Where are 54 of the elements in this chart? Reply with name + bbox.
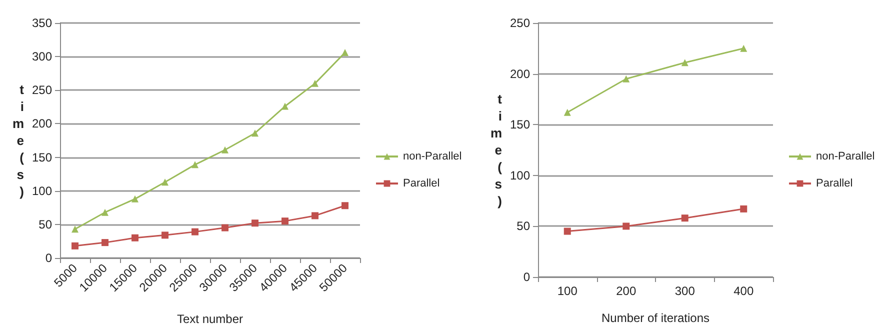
point (252, 130, 258, 137)
point (192, 161, 198, 168)
point (102, 239, 108, 246)
point (162, 178, 168, 186)
y-axis-title: time(s) (12, 82, 25, 199)
x-tick-label: 200 (616, 284, 636, 298)
y-tick-label: 150 (510, 118, 530, 132)
y-tick-label: 0 (523, 270, 530, 284)
point (564, 108, 571, 116)
point (252, 220, 258, 227)
x-tick-label: 300 (674, 284, 696, 298)
x-tick-label: 400 (734, 284, 754, 298)
point (222, 146, 228, 154)
point (622, 75, 630, 82)
point (681, 59, 688, 66)
point (342, 49, 348, 56)
point (132, 234, 138, 242)
point (564, 228, 571, 235)
y-axis-title: time(s) (490, 92, 503, 208)
point (102, 208, 108, 216)
x-tick-label: 100 (557, 284, 578, 298)
y-tick-label: 350 (32, 16, 52, 30)
y-tick-label: 250 (32, 83, 52, 98)
point (312, 80, 318, 87)
point (222, 224, 228, 232)
x-axis-title: Number of iterations (601, 311, 710, 324)
point (681, 214, 688, 222)
point (282, 218, 288, 225)
point (162, 232, 168, 239)
y-tick-label: 0 (45, 251, 52, 265)
legend-label: Parallel (403, 178, 440, 190)
point (132, 195, 138, 202)
point (72, 242, 78, 250)
point (622, 222, 630, 230)
point (740, 205, 748, 212)
y-tick-label: 50 (516, 219, 530, 234)
y-tick-label: 200 (32, 116, 52, 131)
legend-label: non-Parallel (403, 150, 462, 162)
point (740, 44, 748, 52)
x-axis-title: Text number (176, 312, 244, 324)
y-tick-label: 200 (510, 66, 530, 81)
point (72, 226, 78, 233)
point (192, 228, 198, 236)
point (282, 102, 288, 110)
y-tick-label: 150 (32, 150, 52, 164)
point (312, 212, 318, 220)
y-tick-label: 250 (510, 16, 530, 30)
y-tick-label: 300 (32, 50, 52, 64)
legend-label: non-Parallel (816, 150, 875, 162)
point (342, 202, 348, 210)
y-tick-label: 100 (510, 168, 530, 182)
y-tick-label: 50 (38, 217, 52, 232)
y-tick-label: 100 (32, 184, 52, 198)
legend-label: Parallel (816, 178, 853, 190)
